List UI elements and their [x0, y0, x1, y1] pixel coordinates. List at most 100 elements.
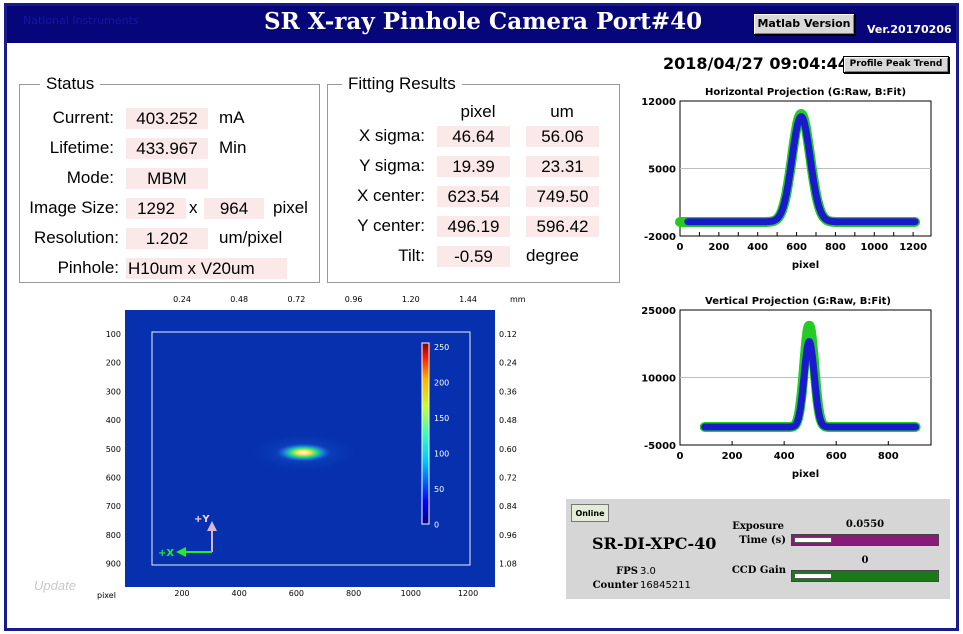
y-center-um: 596.42	[526, 216, 599, 237]
series-fit-line	[701, 338, 920, 431]
x-tick-label: 600	[826, 451, 847, 462]
beam-image-panel: 0.24 0.48 0.72 0.96 1.20 1.44 mm 100 200 300 400 50…	[97, 295, 526, 600]
ccd-gain-slider[interactable]	[791, 570, 939, 582]
colorbar-tick: 200	[434, 379, 449, 388]
online-indicator[interactable]: Online	[571, 504, 609, 522]
x-tick-label: 400	[747, 242, 768, 253]
x-tick-label: 1000	[860, 242, 888, 253]
image-left-tick: 600	[106, 474, 121, 483]
image-top-tick: 0.72	[287, 295, 305, 304]
tilt-unit: degree	[526, 246, 579, 265]
x-tick-label: 600	[786, 242, 807, 253]
image-right-tick: 0.96	[499, 531, 517, 540]
exposure-slider[interactable]	[791, 534, 939, 546]
image-left-tick: 200	[106, 359, 121, 368]
image-top-tick: 0.24	[173, 295, 191, 304]
x-tick-label: 400	[774, 451, 795, 462]
image-bottom-tick: 1200	[458, 589, 478, 598]
colorbar-tick: 100	[434, 450, 449, 459]
current-unit: mA	[219, 108, 245, 127]
current-value: 403.252	[126, 108, 208, 129]
exposure-label-2: Time (s)	[739, 535, 786, 546]
y-tick-label: 12000	[641, 97, 676, 108]
image-right-tick: 0.84	[499, 502, 517, 511]
ghost-text: National Instruments	[23, 14, 139, 27]
image-bottom-tick: 1000	[401, 589, 421, 598]
image-size-unit: pixel	[273, 198, 308, 217]
image-left-tick: 900	[106, 560, 121, 569]
lifetime-value: 433.967	[126, 138, 208, 159]
x-tick-label: 1200	[899, 242, 927, 253]
image-left-tick: 500	[106, 445, 121, 454]
axis-x-arrowhead	[176, 547, 186, 557]
image-right-tick: 1.08	[499, 560, 517, 569]
image-bottom-tick: 600	[289, 589, 304, 598]
x-axis-label: pixel	[792, 469, 819, 480]
ccd-gain-value: 0	[861, 555, 869, 566]
y-sigma-label: Y sigma:	[359, 156, 425, 175]
resolution-unit: um/pixel	[219, 228, 283, 247]
fitting-col-um: um	[550, 102, 574, 121]
lifetime-unit: Min	[219, 138, 247, 157]
y-tick-label: -5000	[644, 441, 676, 452]
image-size-x: x	[189, 198, 198, 217]
y-tick-label: 25000	[641, 306, 676, 317]
colorbar-tick: 250	[434, 343, 449, 352]
y-sigma-pixel: 19.39	[437, 156, 510, 177]
version-label: Ver.20170206	[867, 23, 952, 36]
axis-y-arrowhead	[207, 521, 217, 531]
y-tick-label: 10000	[641, 374, 676, 385]
x-tick-label: 0	[677, 242, 684, 253]
current-label: Current:	[52, 108, 114, 127]
colorbar	[421, 342, 430, 525]
image-right-tick: 0.36	[499, 387, 517, 396]
image-right-tick: 0.72	[499, 474, 517, 483]
lifetime-label: Lifetime:	[49, 138, 114, 157]
profile-peak-trend-button[interactable]: Profile Peak Trend	[843, 56, 949, 73]
image-width-value: 1292	[126, 198, 186, 219]
exposure-label-1: Exposure	[732, 521, 784, 532]
mode-value: MBM	[126, 168, 208, 189]
image-size-label: Image Size:	[29, 198, 119, 217]
image-right-tick: 0.48	[499, 416, 517, 425]
image-left-tick: 400	[106, 416, 121, 425]
roi-rectangle	[151, 331, 471, 566]
x-tick-label: 800	[825, 242, 846, 253]
axis-y-label: +Y	[194, 514, 210, 525]
image-top-tick: 1.44	[459, 295, 477, 304]
exposure-slider-thumb[interactable]	[794, 537, 832, 543]
window-frame	[4, 3, 959, 631]
image-top-tick: 0.96	[345, 295, 363, 304]
app-title: SR X-ray Pinhole Camera Port#40	[264, 8, 703, 35]
camera-name: SR-DI-XPC-40	[592, 534, 717, 553]
mode-label: Mode:	[66, 168, 114, 187]
fitting-col-pixel: pixel	[460, 102, 496, 121]
image-left-tick: 800	[106, 531, 121, 540]
matlab-version-button[interactable]: Matlab Version	[753, 13, 855, 35]
colorbar-tick: 150	[434, 414, 449, 423]
x-tick-label: 0	[677, 451, 684, 462]
axis-x-label: +X	[158, 548, 174, 559]
ccd-gain-label: CCD Gain	[731, 565, 786, 576]
exposure-value: 0.0550	[845, 519, 885, 530]
update-label[interactable]: Update	[34, 578, 76, 593]
image-bottom-unit: pixel	[97, 591, 116, 600]
y-sigma-um: 23.31	[526, 156, 599, 177]
pinhole-value: H10um x V20um	[126, 258, 287, 279]
ccd-gain-slider-thumb[interactable]	[794, 573, 832, 579]
colorbar-tick: 0	[434, 521, 439, 530]
image-left-tick: 300	[106, 387, 121, 396]
image-right-tick: 0.60	[499, 445, 517, 454]
counter-value: 16845211	[640, 580, 691, 591]
image-height-value: 964	[204, 198, 264, 219]
resolution-value: 1.202	[126, 228, 208, 249]
x-tick-label: 200	[722, 451, 743, 462]
resolution-label: Resolution:	[33, 228, 119, 247]
image-top-tick: 0.48	[230, 295, 248, 304]
image-bottom-tick: 400	[232, 589, 247, 598]
series-fit-line	[684, 113, 919, 226]
image-top-unit: mm	[510, 295, 526, 304]
y-tick-label: 5000	[648, 165, 676, 176]
